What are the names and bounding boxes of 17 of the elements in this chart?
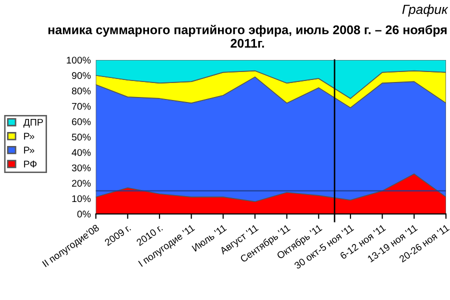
y-tick-label: 90% [72,72,91,80]
y-tick-label: 30% [72,164,91,172]
y-tick-label: 60% [72,118,91,126]
text: График [402,4,448,17]
legend-label: ДПР [23,118,43,128]
legend-label: Р» [24,146,34,154]
legend-label: РФ [24,160,37,168]
legend-label: Р» [24,132,34,140]
y-tick-label: 20% [72,180,91,187]
y-tick-label: 50% [72,134,91,141]
y-tick-label: 10% [72,195,91,202]
y-tick-label: 40% [72,149,91,156]
y-tick-label: 70% [72,102,91,110]
y-tick-label: 80% [72,88,91,94]
chart-title: намика суммарного партийного эфира, июль 2008 г. – 26 ноября 2011г. [48,24,447,48]
y-tick-label: 100% [66,56,91,64]
y-tick-label: 0% [77,210,91,218]
